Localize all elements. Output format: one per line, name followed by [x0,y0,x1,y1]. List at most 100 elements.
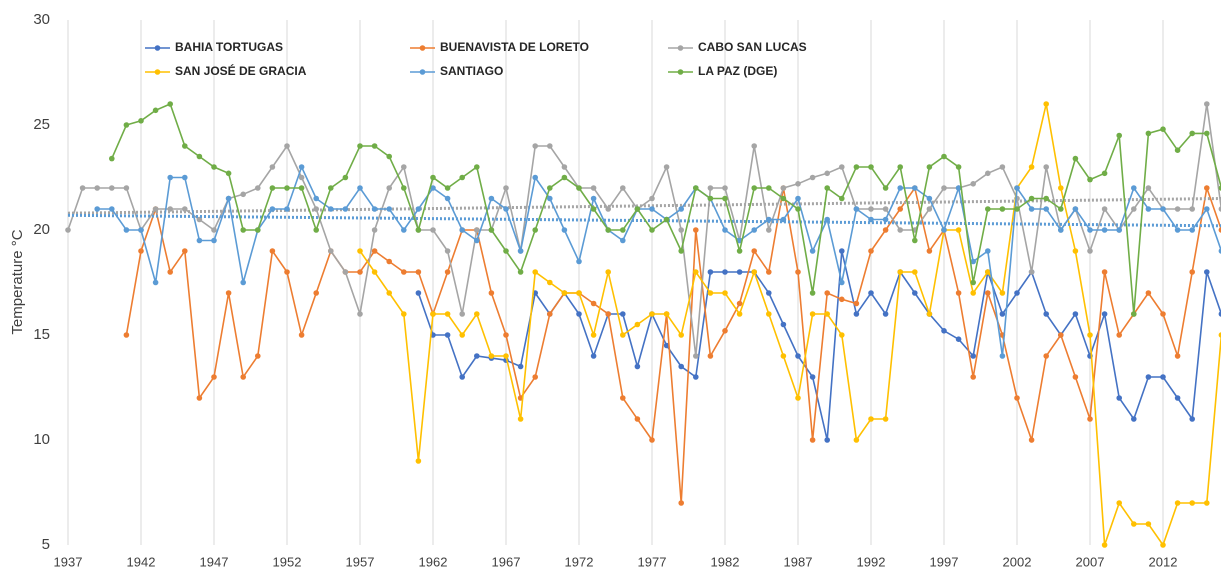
data-point [707,290,714,296]
data-point [123,185,130,191]
legend-label: SAN JOSÉ DE GRACIA [175,63,307,78]
data-point [663,216,670,223]
data-point [284,143,290,149]
x-tick-label: 2007 [1076,554,1105,569]
data-point [1204,206,1210,212]
data-point [284,269,290,275]
data-point [211,374,217,380]
data-point [809,311,816,317]
data-point [1174,353,1181,359]
data-point [1131,416,1137,422]
data-point [138,118,144,124]
data-point [722,290,728,296]
data-point [517,269,524,275]
data-point [795,353,801,359]
data-point [605,227,611,233]
data-point [138,227,144,233]
data-point [1014,185,1020,191]
data-point [693,227,699,233]
data-point [152,107,159,114]
data-point [517,363,524,370]
data-point [1131,521,1137,527]
data-point [941,227,947,233]
data-point [853,437,860,443]
data-point [401,227,407,233]
data-point [912,269,918,275]
data-point [182,174,188,181]
data-point [693,185,699,191]
data-point [882,206,889,212]
data-point [1160,311,1166,317]
data-point [430,185,436,191]
data-point [313,227,320,233]
data-point [269,164,276,170]
y-tick-label: 25 [33,116,50,133]
data-point [357,269,363,275]
data-point [736,300,743,307]
data-point [1145,185,1152,191]
data-point [663,342,670,349]
data-point [1043,311,1049,317]
data-point [444,185,451,191]
data-point [254,227,261,233]
data-point [1028,206,1035,212]
data-point [1043,101,1049,107]
data-point [576,258,582,265]
plot-area [65,101,1221,548]
legend-label: BAHIA TORTUGAS [175,40,283,54]
data-point [1116,395,1122,401]
data-point [240,279,246,286]
data-point [532,143,538,149]
series-line [359,103,1221,547]
data-point [955,227,962,233]
data-point [620,185,626,191]
data-point [269,185,276,191]
data-point [517,248,524,254]
data-point [123,122,130,128]
data-point [839,332,845,338]
data-point [1204,101,1210,107]
data-point [1116,500,1122,506]
x-tick-label: 1977 [638,554,667,569]
data-point [1218,185,1221,191]
data-point [970,374,976,380]
data-point [328,185,334,191]
data-point [1174,500,1181,506]
data-point [386,258,393,265]
data-point [634,416,641,422]
data-point [620,332,626,338]
data-point [488,195,495,202]
data-point [1160,374,1166,380]
data-point [211,164,217,170]
data-point [1043,206,1049,212]
data-point [1072,206,1079,212]
legend-label: SANTIAGO [440,64,503,78]
data-point [371,143,378,149]
x-tick-label: 1947 [200,554,229,569]
data-point [882,227,889,233]
data-point [736,269,743,275]
x-tick-label: 1997 [930,554,959,569]
data-point [926,195,933,202]
data-point [1014,206,1020,212]
data-point [1072,248,1079,254]
data-point [1028,269,1035,275]
data-point [766,290,772,296]
data-point [1028,195,1035,202]
data-point [386,290,393,296]
data-point [94,185,100,191]
data-point [401,164,407,170]
data-point [912,237,918,244]
data-point [503,206,509,212]
data-point [824,185,830,191]
data-point [590,185,597,191]
data-point [532,174,538,181]
data-point [415,290,422,296]
data-point [1101,311,1108,317]
data-point [503,248,509,254]
data-point [503,353,509,359]
data-point [634,363,641,370]
data-point [1218,248,1221,254]
data-point [1058,185,1064,191]
data-point [809,374,816,380]
